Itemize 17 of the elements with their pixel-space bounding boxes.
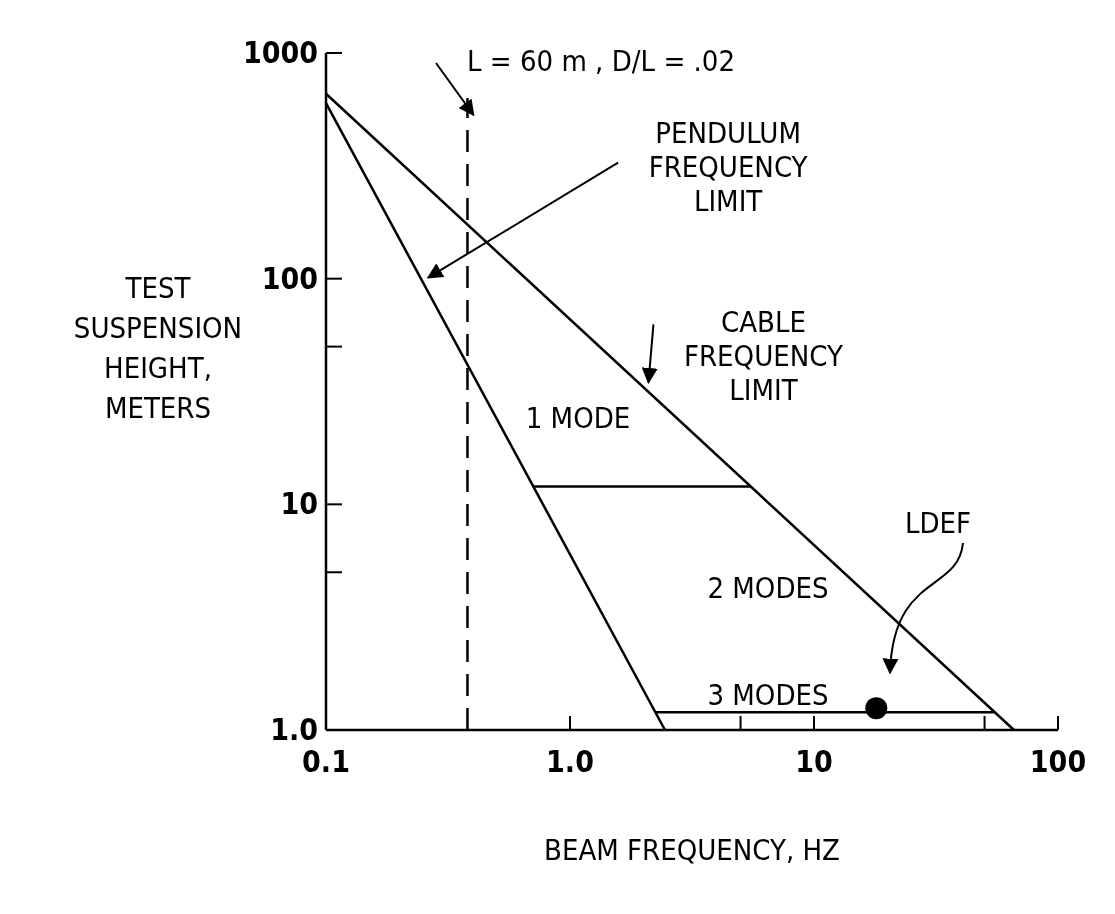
y-tick-label: 1.0	[270, 712, 318, 747]
x-tick-label: 1.0	[546, 744, 594, 779]
y-tick-label: 100	[261, 260, 318, 296]
x-tick-label: 0.1	[302, 744, 350, 779]
x-tick-label: 10	[795, 744, 833, 779]
x-tick-label: 100	[1029, 744, 1087, 779]
annotation: 1 MODE	[525, 401, 631, 435]
annotation: CABLE FREQUENCY LIMIT	[684, 305, 844, 408]
y-tick-label: 10	[280, 486, 318, 522]
annotation: PENDULUM FREQUENCY LIMIT	[648, 115, 809, 218]
y-axis-title: TEST SUSPENSION HEIGHT, METERS	[73, 271, 243, 425]
annotation: LDEF	[904, 506, 972, 540]
annotation: 2 MODES	[707, 571, 829, 605]
x-axis-title: BEAM FREQUENCY, HZ	[544, 833, 840, 867]
annotation: 3 MODES	[707, 678, 829, 712]
annotation: L = 60 m , D/L = .02	[466, 44, 736, 78]
y-tick-label: 1000	[242, 35, 318, 70]
